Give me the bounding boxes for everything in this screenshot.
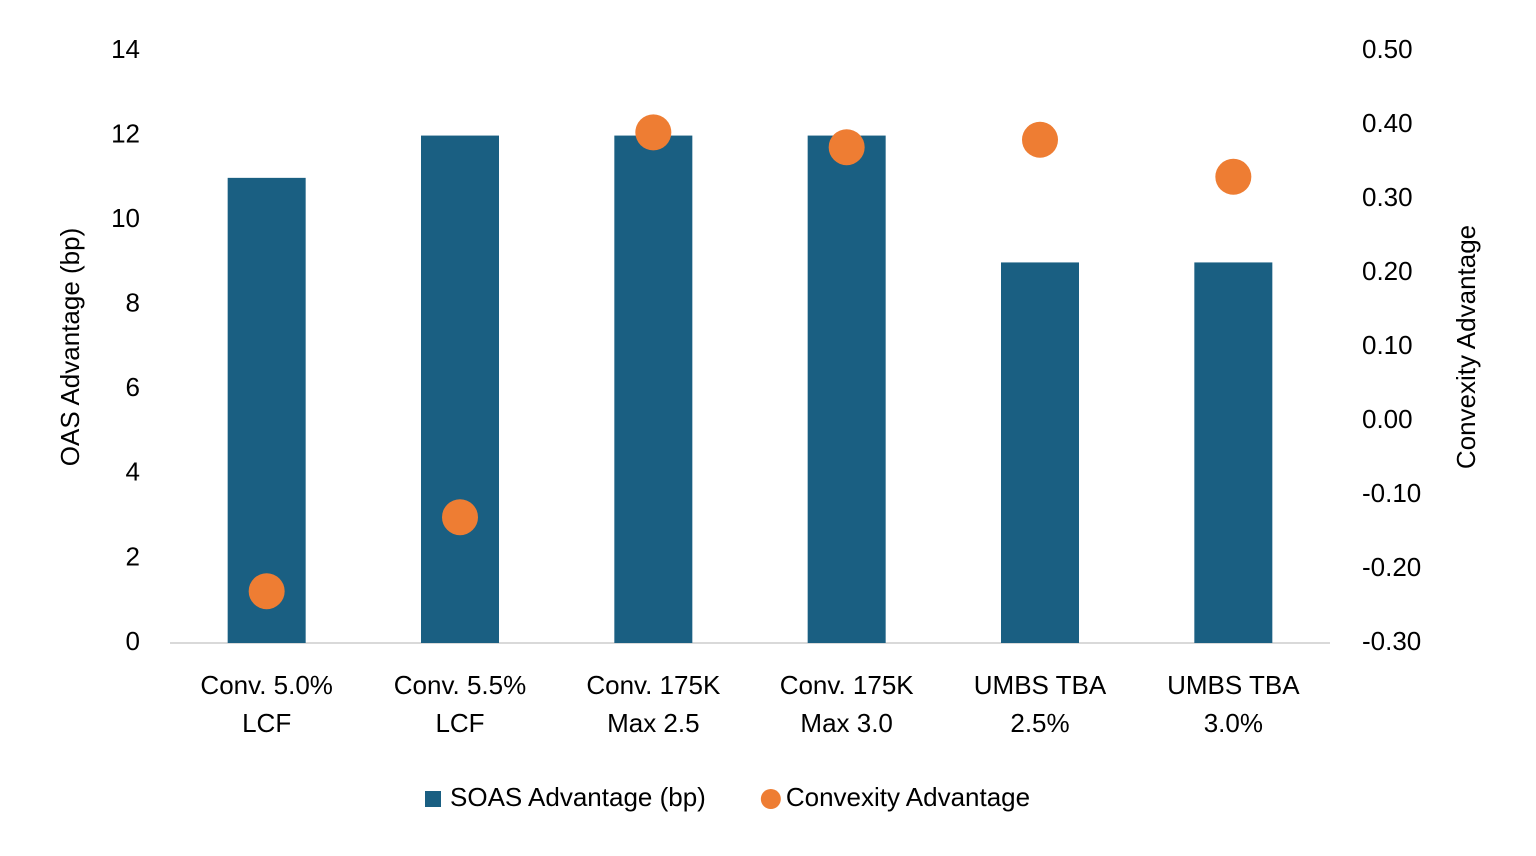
dot — [1022, 121, 1058, 158]
dot — [248, 573, 285, 610]
x-tick-label: 3.0% — [1204, 708, 1263, 738]
dot — [442, 499, 478, 536]
y-tick-label: 10 — [111, 203, 140, 233]
dot — [635, 114, 672, 151]
y-axis-title: OAS Advantage (bp) — [55, 228, 85, 466]
y2-tick-label: 0.10 — [1362, 330, 1413, 360]
bar — [807, 135, 886, 644]
x-tick-label: UMBS TBA — [974, 670, 1107, 700]
y2-tick-label: 0.50 — [1362, 34, 1413, 64]
y2-tick-label: -0.20 — [1362, 552, 1421, 582]
x-tick-label: Max 2.5 — [607, 708, 700, 738]
y2-tick-label: 0.20 — [1362, 256, 1413, 286]
x-tick-label: 2.5% — [1010, 708, 1069, 738]
bar — [227, 177, 306, 643]
x-tick-label: Conv. 5.5% — [394, 670, 526, 700]
y2-tick-label: 0.40 — [1362, 108, 1413, 138]
legend-swatch — [760, 789, 781, 809]
legend-swatch — [425, 791, 441, 807]
y-tick-label: 8 — [126, 288, 140, 318]
x-tick-label: LCF — [242, 708, 291, 738]
x-tick-label: Max 3.0 — [800, 708, 893, 738]
y-tick-label: 6 — [126, 372, 140, 402]
legend-label: SOAS Advantage (bp) — [450, 782, 706, 812]
bar — [1001, 262, 1079, 643]
x-tick-label: Conv. 175K — [586, 670, 721, 700]
y2-tick-label: 0.00 — [1362, 404, 1413, 434]
x-tick-label: Conv. 175K — [780, 670, 915, 700]
bar — [1194, 262, 1273, 643]
y-tick-label: 4 — [126, 457, 140, 487]
y-tick-label: 2 — [126, 541, 140, 571]
legend-label: Convexity Advantage — [786, 782, 1030, 812]
y2-tick-label: -0.30 — [1362, 626, 1421, 656]
y2-axis-title: Convexity Advantage — [1451, 225, 1481, 469]
x-tick-label: UMBS TBA — [1167, 670, 1300, 700]
y2-tick-label: 0.30 — [1362, 182, 1413, 212]
x-tick-label: Conv. 5.0% — [200, 670, 332, 700]
dot — [1215, 158, 1252, 195]
y-tick-label: 14 — [111, 34, 140, 64]
bar — [421, 135, 499, 644]
y-tick-label: 0 — [126, 626, 140, 656]
y2-tick-label: -0.10 — [1362, 478, 1421, 508]
bar — [614, 135, 693, 644]
x-tick-label: LCF — [435, 708, 484, 738]
dot — [828, 129, 865, 166]
y-tick-label: 12 — [111, 118, 140, 148]
